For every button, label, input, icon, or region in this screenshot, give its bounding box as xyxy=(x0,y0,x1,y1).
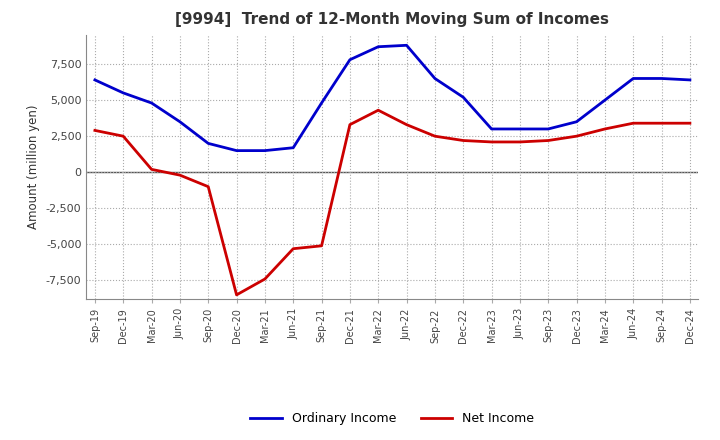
Ordinary Income xyxy=(261,148,269,153)
Net Income xyxy=(629,121,637,126)
Net Income xyxy=(91,128,99,133)
Ordinary Income xyxy=(431,76,439,81)
Net Income xyxy=(176,172,184,178)
Net Income xyxy=(487,139,496,145)
Ordinary Income xyxy=(318,100,326,106)
Net Income xyxy=(374,107,382,113)
Net Income xyxy=(459,138,467,143)
Net Income xyxy=(204,184,212,189)
Net Income xyxy=(544,138,552,143)
Ordinary Income xyxy=(374,44,382,49)
Net Income xyxy=(657,121,666,126)
Ordinary Income xyxy=(600,98,609,103)
Ordinary Income xyxy=(204,141,212,146)
Title: [9994]  Trend of 12-Month Moving Sum of Incomes: [9994] Trend of 12-Month Moving Sum of I… xyxy=(176,12,609,27)
Net Income xyxy=(233,292,241,297)
Ordinary Income xyxy=(629,76,637,81)
Ordinary Income xyxy=(516,126,524,132)
Y-axis label: Amount (million yen): Amount (million yen) xyxy=(27,105,40,229)
Net Income xyxy=(572,134,581,139)
Ordinary Income xyxy=(657,76,666,81)
Ordinary Income xyxy=(459,95,467,100)
Ordinary Income xyxy=(148,100,156,106)
Ordinary Income xyxy=(176,119,184,125)
Net Income xyxy=(685,121,694,126)
Ordinary Income xyxy=(119,90,127,95)
Net Income xyxy=(600,126,609,132)
Ordinary Income xyxy=(233,148,241,153)
Ordinary Income xyxy=(544,126,552,132)
Net Income xyxy=(516,139,524,145)
Ordinary Income xyxy=(572,119,581,125)
Line: Ordinary Income: Ordinary Income xyxy=(95,45,690,150)
Net Income xyxy=(431,134,439,139)
Net Income xyxy=(346,122,354,127)
Ordinary Income xyxy=(346,57,354,62)
Net Income xyxy=(402,122,411,127)
Net Income xyxy=(289,246,297,251)
Ordinary Income xyxy=(685,77,694,83)
Ordinary Income xyxy=(91,77,99,83)
Line: Net Income: Net Income xyxy=(95,110,690,295)
Net Income xyxy=(318,243,326,249)
Net Income xyxy=(148,167,156,172)
Legend: Ordinary Income, Net Income: Ordinary Income, Net Income xyxy=(246,407,539,430)
Net Income xyxy=(119,134,127,139)
Ordinary Income xyxy=(402,43,411,48)
Ordinary Income xyxy=(289,145,297,150)
Net Income xyxy=(261,276,269,282)
Ordinary Income xyxy=(487,126,496,132)
